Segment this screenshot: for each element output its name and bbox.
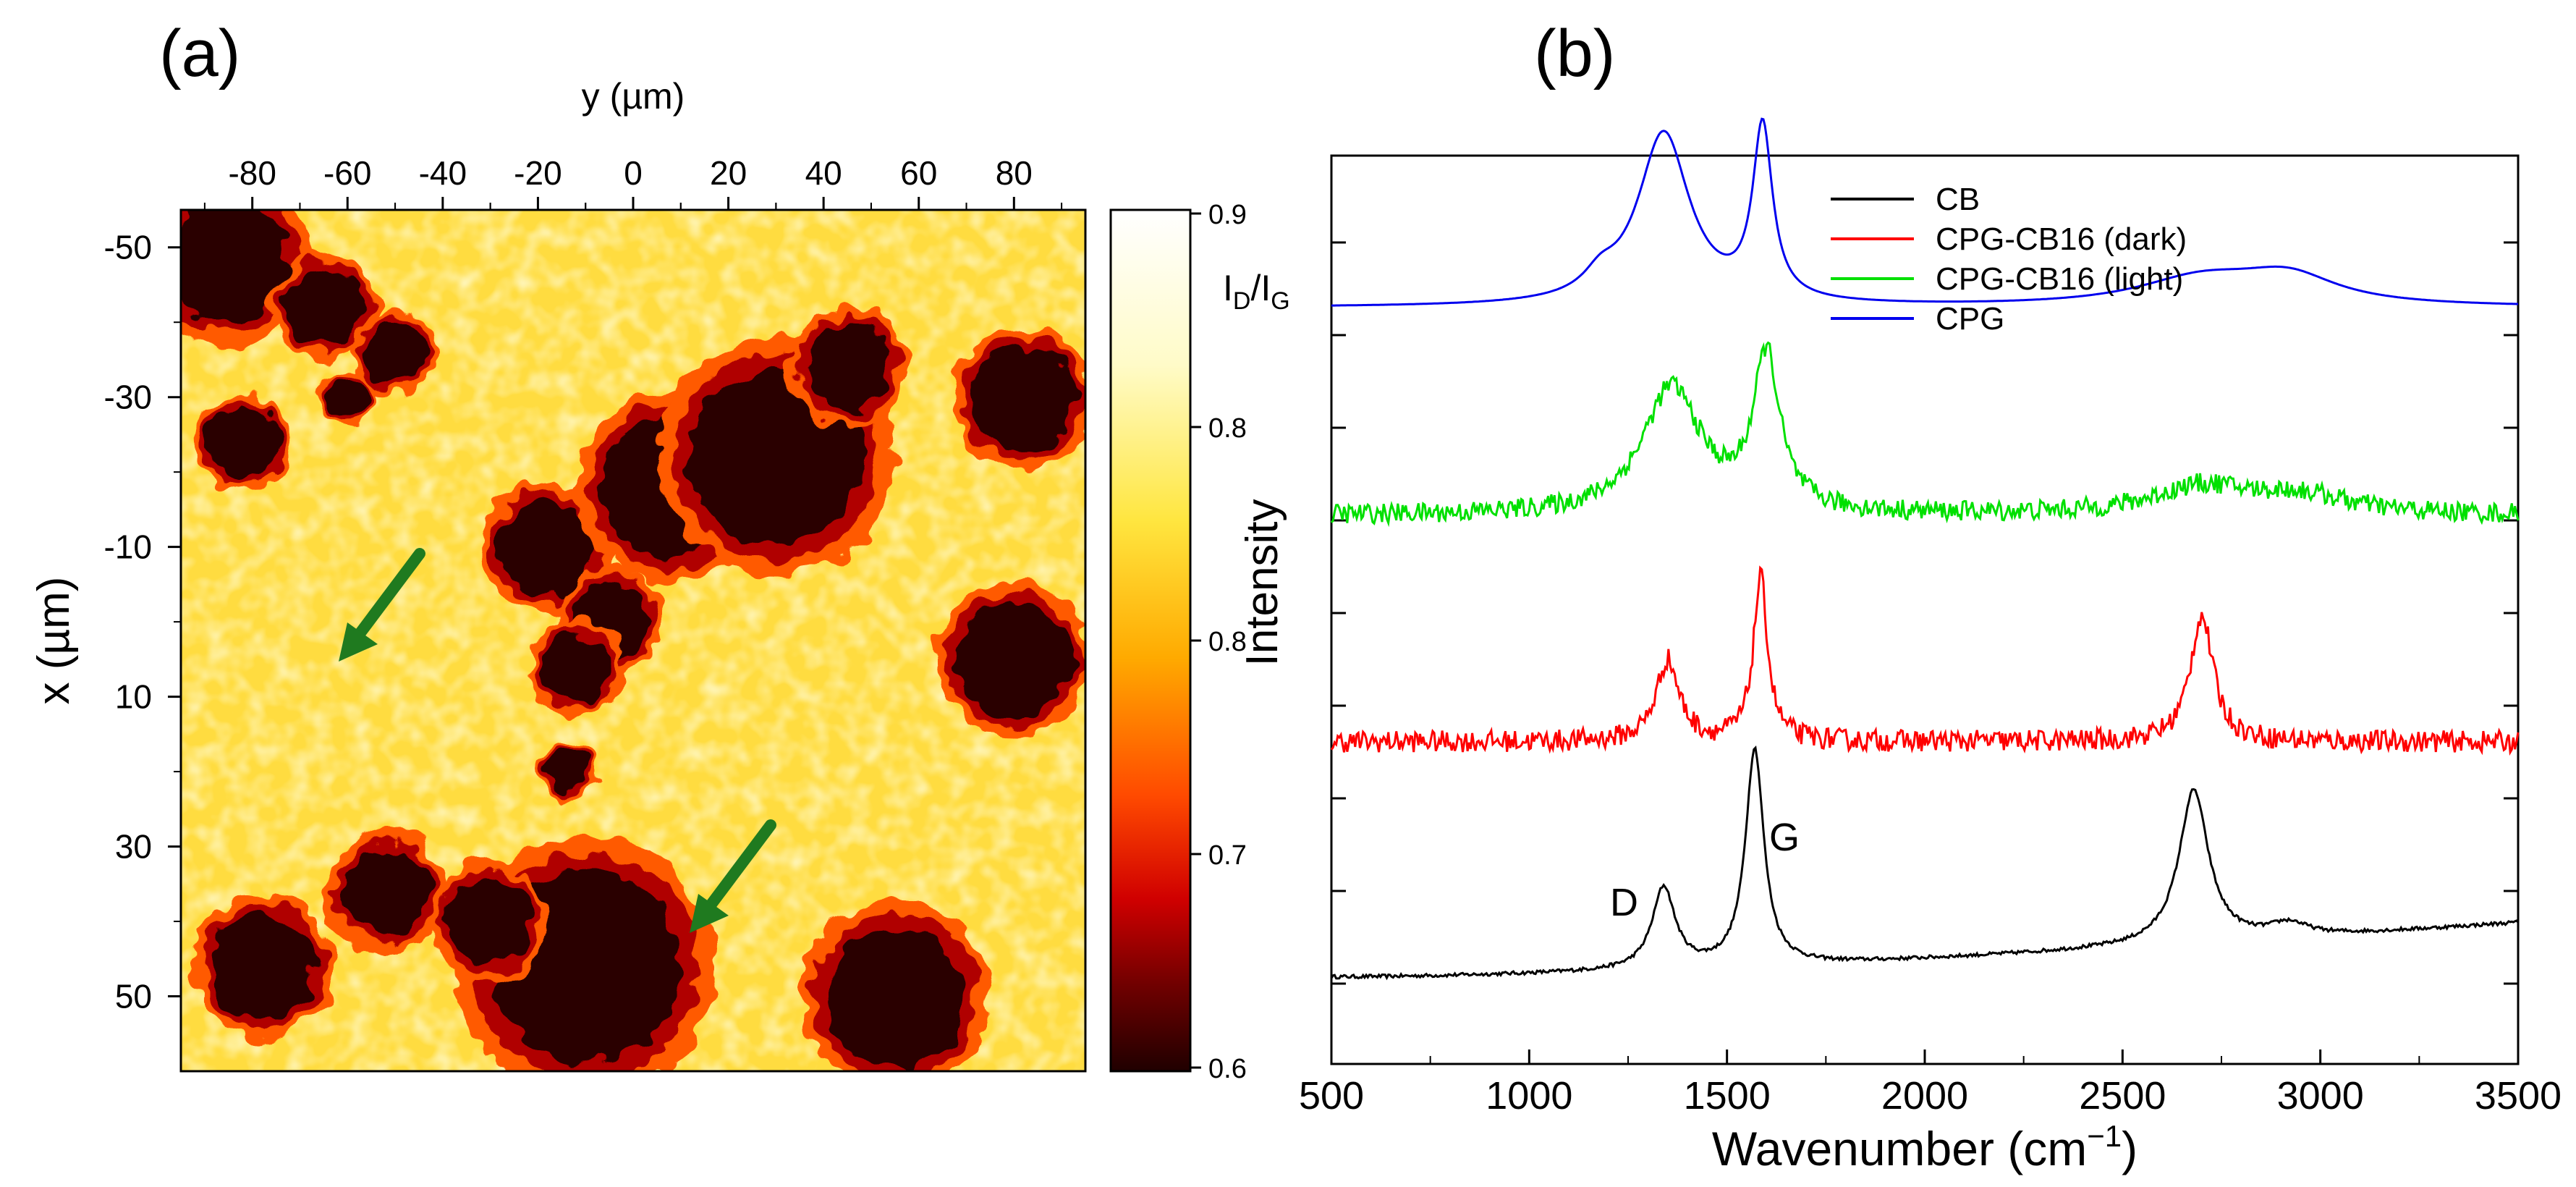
heatmap bbox=[181, 210, 1085, 1071]
peak-annotation-g: G bbox=[1769, 816, 1800, 859]
legend-label: CB bbox=[1936, 182, 1980, 217]
series-line-3 bbox=[1331, 117, 2518, 307]
heatmap-ticks: -80 -60 -40 -20 0 20 40 60 80 -50 -30 -10 10 30 50 bbox=[104, 154, 1063, 1015]
top-tick-label: -80 bbox=[228, 154, 276, 192]
x-tick-label: 500 bbox=[1299, 1074, 1364, 1118]
x-tick-label: 3000 bbox=[2277, 1074, 2364, 1118]
legend-label: CPG bbox=[1936, 301, 2004, 337]
domain-core bbox=[544, 749, 589, 794]
peak-annotation-d: D bbox=[1610, 881, 1638, 924]
colorbar-tick-label: 0.9 bbox=[1208, 200, 1247, 230]
left-axis-label: x (µm) bbox=[29, 577, 79, 705]
colorbar-tick-label: 0.8 bbox=[1208, 627, 1247, 657]
panel-a: (a) y (µm) x (µm) -80 -60 -40 -20 0 20 40 60 80-… bbox=[29, 17, 1290, 1084]
x-tick-label: 2500 bbox=[2079, 1074, 2166, 1118]
top-tick-label: 60 bbox=[900, 154, 937, 192]
colorbar-label: ID/IG bbox=[1223, 268, 1290, 315]
left-tick-label: -30 bbox=[104, 379, 152, 416]
colorbar-tick-label: 0.7 bbox=[1208, 840, 1247, 871]
panel-b: (b) Intensity Wavenumber (cm−1) 500 1000 1… bbox=[1237, 17, 2562, 1175]
domain-core bbox=[970, 345, 1077, 450]
top-tick-label: 0 bbox=[624, 154, 643, 192]
left-tick-label: 30 bbox=[115, 828, 152, 866]
spectra-ticks: 500 1000 1500 2000 2500 3000 3500 bbox=[1299, 241, 2562, 1118]
x-axis-label-close: ) bbox=[2122, 1122, 2138, 1175]
x-tick-label: 1500 bbox=[1684, 1074, 1771, 1118]
x-axis-label-main: Wavenumber (cm bbox=[1712, 1122, 2087, 1175]
legend-label: CPG-CB16 (light) bbox=[1936, 261, 2183, 297]
series-line-2 bbox=[1330, 341, 2520, 528]
spectra-plot-frame bbox=[1330, 154, 2520, 1065]
colorbar-gradient bbox=[1109, 208, 1192, 1073]
x-tick-label: 2000 bbox=[1881, 1074, 1968, 1118]
arrow-upper bbox=[339, 548, 425, 662]
top-tick-label: 80 bbox=[996, 154, 1033, 192]
series-line-1 bbox=[1330, 565, 2520, 756]
left-tick-label: -50 bbox=[104, 229, 152, 266]
dark-domains bbox=[181, 210, 1085, 1071]
left-tick-label: -10 bbox=[104, 528, 152, 566]
domain-core bbox=[209, 913, 315, 1019]
colorbar-label-sub-d: D bbox=[1233, 287, 1251, 315]
domain-core bbox=[446, 877, 535, 966]
domain-core bbox=[326, 375, 370, 419]
domain-core bbox=[803, 323, 891, 411]
series-line-0 bbox=[1330, 745, 2520, 981]
spectra-series bbox=[1330, 117, 2520, 981]
domain-core bbox=[364, 321, 426, 383]
x-axis-label-sup: −1 bbox=[2087, 1119, 2122, 1153]
top-tick-label: -20 bbox=[514, 154, 562, 192]
spectra-y-axis-label: Intensity bbox=[1237, 499, 1287, 667]
colorbar-ticks: 0.9 0.8 0.8 0.7 0.6 bbox=[1190, 200, 1247, 1084]
colorbar-tick-label: 0.6 bbox=[1208, 1054, 1247, 1084]
panel-a-label: (a) bbox=[159, 17, 240, 90]
domain-core bbox=[208, 407, 278, 478]
top-axis-label: y (µm) bbox=[582, 76, 685, 117]
domain-core bbox=[342, 848, 430, 936]
panel-b-label: (b) bbox=[1534, 17, 1615, 90]
left-tick-label: 50 bbox=[115, 978, 152, 1015]
domain-core bbox=[825, 926, 965, 1067]
arrow-lower bbox=[690, 819, 776, 933]
x-tick-label: 1000 bbox=[1486, 1074, 1572, 1118]
domain-core bbox=[284, 268, 363, 347]
top-tick-label: 20 bbox=[710, 154, 747, 192]
colorbar-label-sub-g: G bbox=[1271, 287, 1289, 315]
colorbar-tick-label: 0.8 bbox=[1208, 413, 1247, 444]
colorbar: 0.9 0.8 0.8 0.7 0.6 ID/IG bbox=[1109, 200, 1290, 1084]
colorbar-label-slash: /I bbox=[1250, 268, 1271, 308]
top-tick-label: 40 bbox=[805, 154, 842, 192]
colorbar-label-i: I bbox=[1223, 268, 1233, 308]
domain-core bbox=[181, 210, 290, 324]
x-tick-label: 3500 bbox=[2475, 1074, 2562, 1118]
left-tick-label: 10 bbox=[115, 678, 152, 716]
top-tick-label: -60 bbox=[323, 154, 371, 192]
domain-core bbox=[541, 631, 611, 702]
legend-label: CPG-CB16 (dark) bbox=[1936, 221, 2187, 257]
top-tick-label: -40 bbox=[419, 154, 467, 192]
spectra-legend: CB CPG-CB16 (dark) CPG-CB16 (light) CPG bbox=[1831, 182, 2187, 337]
spectra-x-axis-label: Wavenumber (cm−1) bbox=[1712, 1119, 2138, 1175]
domain-core bbox=[499, 499, 596, 596]
domain-core bbox=[957, 602, 1071, 717]
